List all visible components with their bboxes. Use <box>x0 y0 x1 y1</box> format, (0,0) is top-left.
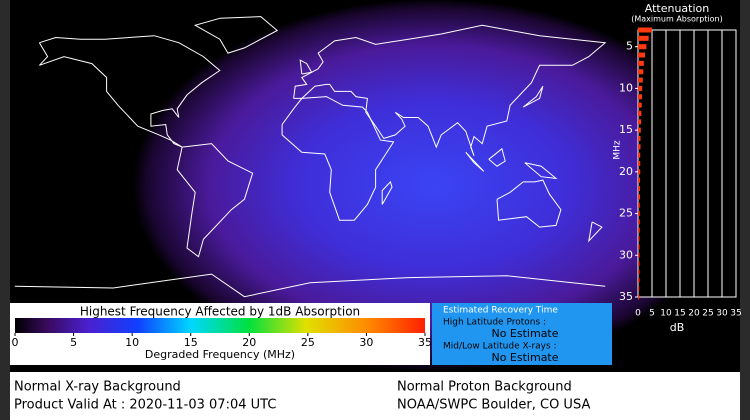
bar <box>638 219 640 225</box>
y-tick-label: 20 <box>619 165 633 178</box>
world-map <box>14 0 733 371</box>
mid-latitude-label: Mid/Low Latitude X-rays : <box>443 342 557 352</box>
colorbar-tick-label: 35 <box>418 336 432 349</box>
colorbar-panel <box>10 303 430 365</box>
bar <box>638 277 640 283</box>
x-tick-label: 35 <box>730 309 741 319</box>
x-axis-label: dB <box>670 321 685 334</box>
bar <box>638 261 640 267</box>
bar <box>638 110 642 116</box>
bar <box>638 85 643 91</box>
coastline <box>176 143 254 258</box>
colorbar-tick-label: 0 <box>12 336 19 349</box>
x-tick-label: 5 <box>649 309 655 319</box>
footer <box>10 372 740 420</box>
plot-area <box>637 29 737 298</box>
bar <box>638 52 645 58</box>
colorbar-tick-label: 5 <box>70 336 77 349</box>
bar <box>638 286 640 292</box>
bar <box>638 161 641 166</box>
high-latitude-label: High Latitude Protons : <box>443 318 546 328</box>
coastline <box>588 221 603 243</box>
bar <box>638 194 640 200</box>
colorbar-tick-label: 15 <box>184 336 198 349</box>
bar <box>638 269 640 275</box>
colorbar-label: Degraded Frequency (MHz) <box>145 348 295 361</box>
bar <box>638 244 640 250</box>
bar <box>638 27 652 33</box>
xray-status: Normal X-ray Background <box>14 380 181 395</box>
bar <box>638 102 642 108</box>
attenuation-chart: Attenuation (Maximum Absorption) MHz dB … <box>613 2 742 334</box>
coastline <box>496 179 562 228</box>
proton-status: Normal Proton Background <box>397 380 572 395</box>
bar <box>638 35 649 41</box>
colorbar-tick-label: 20 <box>242 336 256 349</box>
bar <box>638 135 641 141</box>
bar <box>638 44 647 50</box>
bar <box>638 227 640 233</box>
x-tick-label: 25 <box>702 309 713 319</box>
bar <box>638 69 644 75</box>
coastline <box>488 147 506 167</box>
x-tick-label: 10 <box>660 309 672 319</box>
recovery-panel <box>432 303 612 365</box>
bar <box>638 186 640 192</box>
x-tick-label: 30 <box>716 309 728 319</box>
x-tick-label: 0 <box>635 309 641 319</box>
y-tick-label: 25 <box>619 207 633 220</box>
mid-latitude-value: No Estimate <box>491 351 558 364</box>
valid-time: Product Valid At : 2020-11-03 07:04 UTC <box>14 398 276 413</box>
y-axis-label: MHz <box>613 140 623 160</box>
bar <box>638 77 643 83</box>
source: NOAA/SWPC Boulder, CO USA <box>397 398 590 413</box>
x-tick-label: 15 <box>674 309 685 319</box>
high-latitude-value: No Estimate <box>491 327 558 340</box>
bar <box>638 211 640 217</box>
bar <box>638 294 640 300</box>
colorbar-tick-label: 25 <box>301 336 315 349</box>
y-tick-label: 15 <box>619 123 633 136</box>
bar <box>638 252 640 258</box>
bar <box>638 177 640 183</box>
y-tick-label: 10 <box>619 81 633 94</box>
y-tick-label: 35 <box>619 290 633 303</box>
coastline <box>193 16 279 54</box>
bar <box>638 119 642 125</box>
recovery-title: Estimated Recovery Time <box>443 306 558 316</box>
bar <box>638 144 641 150</box>
coastline <box>381 180 393 205</box>
x-tick-label: 20 <box>688 309 700 319</box>
bar <box>638 127 641 133</box>
colorbar-tick-label: 30 <box>359 336 373 349</box>
bar <box>638 60 644 66</box>
bar <box>638 169 641 175</box>
bar <box>638 94 642 100</box>
colorbar <box>15 318 425 333</box>
bar <box>638 236 640 242</box>
coastline <box>522 85 544 108</box>
coastline <box>38 35 221 148</box>
coastline <box>299 59 313 75</box>
coastline <box>14 273 606 298</box>
colorbar-tick-label: 10 <box>125 336 139 349</box>
colorbar-ticks: 0 5 10 15 20 25 30 35 <box>12 333 432 349</box>
coastline <box>465 151 485 172</box>
chart-title: Attenuation <box>645 2 710 15</box>
chart-subtitle: (Maximum Absorption) <box>631 15 723 24</box>
coastline <box>293 24 607 156</box>
y-tick-label: 30 <box>619 248 633 261</box>
colorbar-title: Highest Frequency Affected by 1dB Absorp… <box>80 305 360 319</box>
coastline <box>524 162 558 180</box>
bar <box>638 152 641 158</box>
y-tick-label: 5 <box>626 40 633 53</box>
bar <box>638 202 640 208</box>
absorption-region <box>133 0 733 371</box>
coastline <box>281 96 395 221</box>
